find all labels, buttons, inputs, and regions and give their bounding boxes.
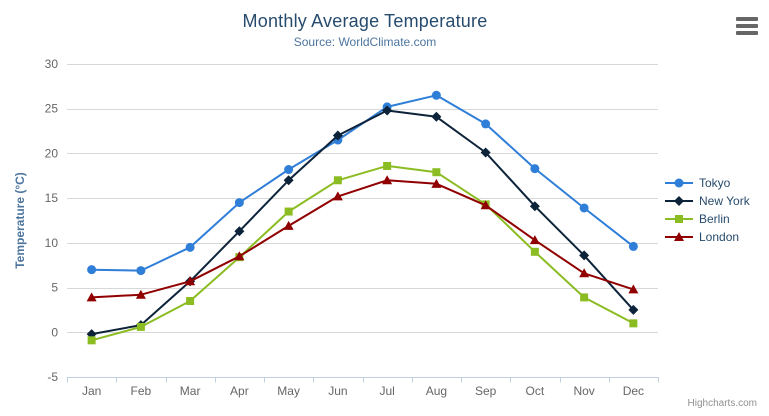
series-london[interactable] [86,175,639,302]
x-axis-label: Dec [623,384,644,398]
y-axis-label: 10 [45,236,59,250]
y-axis-label: -5 [47,370,58,384]
legend-item-label: Tokyo [699,176,731,190]
y-axis-label: 25 [45,102,59,116]
series-tokyo[interactable] [87,90,638,276]
legend-item-london[interactable]: London [664,228,750,246]
x-axis-label: Nov [573,384,594,398]
x-axis-label: Jul [379,384,394,398]
series-new-york[interactable] [86,105,639,340]
context-menu-button[interactable] [734,15,760,37]
x-axis-label: May [277,384,300,398]
x-axis-label: Sep [475,384,497,398]
x-axis-label: Feb [131,384,152,398]
x-axis-labels: Jan Feb Mar Apr May Jun Jul Aug Sep Oct Nov Dec [82,384,644,398]
x-axis-label: Jan [82,384,101,398]
y-axis-labels: -5 0 5 10 15 20 25 30 [45,57,59,384]
hamburger-menu-icon [736,17,758,35]
highcharts-credit[interactable]: Highcharts.com [687,398,757,409]
x-axis-label: Mar [180,384,201,398]
legend-item-label: New York [699,194,750,208]
legend-marker-square-icon [665,215,693,223]
legend-marker-diamond-icon [665,196,693,206]
legend-marker-circle-icon [665,178,693,188]
y-axis-label: 0 [51,325,58,339]
legend-item-tokyo[interactable]: Tokyo [664,174,750,192]
legend-item-berlin[interactable]: Berlin [664,210,750,228]
y-axis-label: 15 [45,191,59,205]
gridlines [67,64,658,378]
y-axis-label: 30 [45,57,59,71]
y-axis-label: 5 [51,281,58,295]
legend: Tokyo New York Berlin London [664,174,750,246]
legend-item-new-york[interactable]: New York [664,192,750,210]
legend-item-label: London [699,230,740,244]
x-axis-label: Oct [526,384,545,398]
legend-item-label: Berlin [699,212,730,226]
x-axis-label: Aug [426,384,447,398]
x-axis-label: Apr [230,384,249,398]
x-axis [67,377,659,383]
y-axis-label: 20 [45,146,59,160]
x-axis-label: Jun [328,384,347,398]
series-berlin[interactable] [87,161,638,345]
y-axis-title: Temperature (°C) [13,172,27,269]
legend-marker-triangle-icon [665,232,693,241]
